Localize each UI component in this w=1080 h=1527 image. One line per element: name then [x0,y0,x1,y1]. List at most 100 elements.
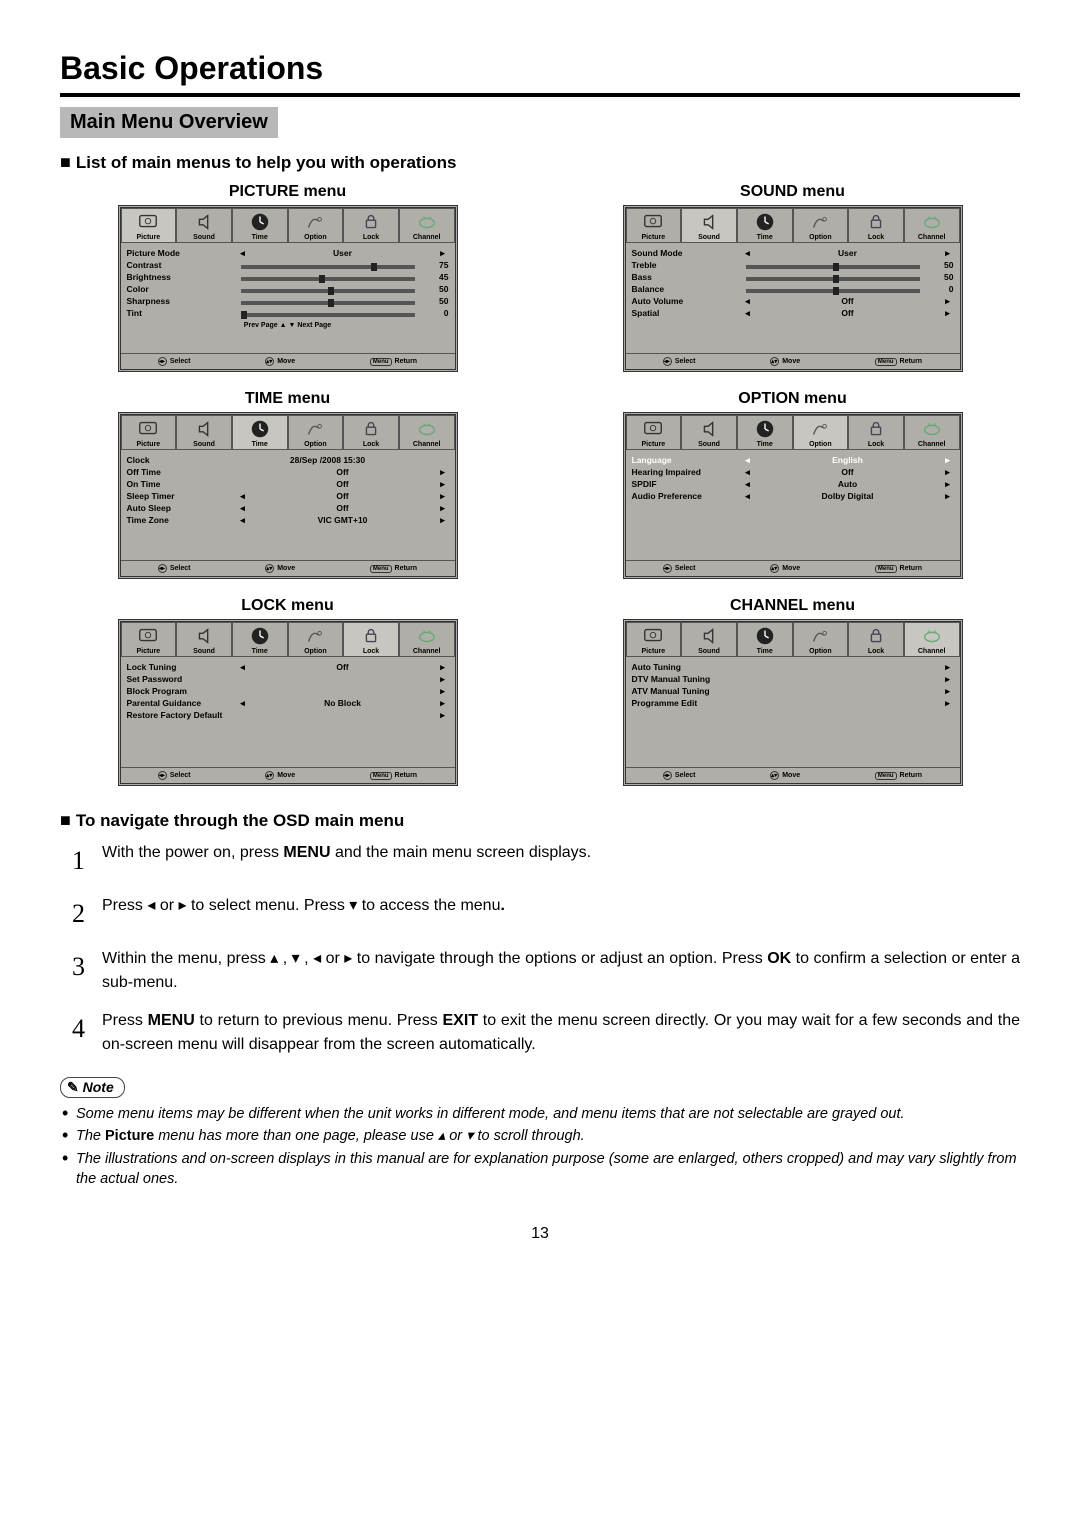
osd-tab-channel[interactable]: Channel [904,415,960,450]
osd-tab-picture[interactable]: Picture [626,208,682,243]
slider-track[interactable] [746,289,920,293]
arrow-right-icon[interactable]: ▸ [437,687,449,696]
arrow-right-icon[interactable]: ▸ [437,492,449,501]
arrow-left-icon[interactable]: ◂ [742,492,754,501]
osd-tab-lock[interactable]: Lock [343,622,399,657]
osd-tab-sound[interactable]: Sound [176,415,232,450]
osd-row[interactable]: Picture Mode ◂ User ▸ [127,247,449,259]
osd-tab-option[interactable]: Option [793,622,849,657]
osd-tab-option[interactable]: Option [288,208,344,243]
osd-row[interactable]: Programme Edit ▸ [632,697,954,709]
osd-row[interactable]: Set Password ▸ [127,673,449,685]
arrow-right-icon[interactable]: ▸ [437,663,449,672]
arrow-right-icon[interactable]: ▸ [942,297,954,306]
osd-tab-option[interactable]: Option [793,415,849,450]
arrow-left-icon[interactable]: ◂ [237,699,249,708]
arrow-right-icon[interactable]: ▸ [942,480,954,489]
arrow-right-icon[interactable]: ▸ [437,249,449,258]
osd-row[interactable]: Sound Mode ◂ User ▸ [632,247,954,259]
osd-row[interactable]: Block Program ▸ [127,685,449,697]
osd-tab-time[interactable]: Time [737,622,793,657]
osd-row[interactable]: Sleep Timer ◂ Off ▸ [127,490,449,502]
arrow-right-icon[interactable]: ▸ [437,699,449,708]
arrow-left-icon[interactable]: ◂ [237,504,249,513]
osd-row[interactable]: Hearing Impaired ◂ Off ▸ [632,466,954,478]
osd-row[interactable]: Lock Tuning ◂ Off ▸ [127,661,449,673]
arrow-left-icon[interactable]: ◂ [742,249,754,258]
osd-row[interactable]: Audio Preference ◂ Dolby Digital ▸ [632,490,954,502]
slider-track[interactable] [241,289,415,293]
arrow-left-icon[interactable]: ◂ [742,480,754,489]
osd-tab-picture[interactable]: Picture [121,622,177,657]
osd-tab-option[interactable]: Option [288,622,344,657]
osd-tab-channel[interactable]: Channel [399,208,455,243]
arrow-right-icon[interactable]: ▸ [942,309,954,318]
osd-tab-sound[interactable]: Sound [176,622,232,657]
slider-track[interactable] [746,265,920,269]
arrow-left-icon[interactable]: ◂ [237,663,249,672]
osd-tab-lock[interactable]: Lock [848,622,904,657]
arrow-right-icon[interactable]: ▸ [437,480,449,489]
osd-row[interactable]: ATV Manual Tuning ▸ [632,685,954,697]
arrow-right-icon[interactable]: ▸ [942,675,954,684]
arrow-left-icon[interactable]: ◂ [742,456,754,465]
arrow-right-icon[interactable]: ▸ [437,468,449,477]
osd-tab-channel[interactable]: Channel [399,622,455,657]
osd-tab-time[interactable]: Time [737,208,793,243]
osd-row[interactable]: DTV Manual Tuning ▸ [632,673,954,685]
osd-tab-sound[interactable]: Sound [681,208,737,243]
slider-track[interactable] [746,277,920,281]
arrow-left-icon[interactable]: ◂ [237,516,249,525]
arrow-right-icon[interactable]: ▸ [437,711,449,720]
arrow-left-icon[interactable]: ◂ [237,249,249,258]
arrow-right-icon[interactable]: ▸ [942,468,954,477]
arrow-left-icon[interactable]: ◂ [742,468,754,477]
arrow-right-icon[interactable]: ▸ [942,699,954,708]
osd-tab-lock[interactable]: Lock [848,415,904,450]
arrow-left-icon[interactable]: ◂ [742,297,754,306]
osd-row[interactable]: On Time Off ▸ [127,478,449,490]
arrow-right-icon[interactable]: ▸ [437,675,449,684]
arrow-right-icon[interactable]: ▸ [942,456,954,465]
osd-tab-channel[interactable]: Channel [904,622,960,657]
osd-tab-channel[interactable]: Channel [904,208,960,243]
osd-tab-option[interactable]: Option [288,415,344,450]
arrow-left-icon[interactable]: ◂ [742,309,754,318]
arrow-right-icon[interactable]: ▸ [437,504,449,513]
osd-tab-time[interactable]: Time [232,208,288,243]
osd-tab-time[interactable]: Time [232,622,288,657]
arrow-left-icon[interactable]: ◂ [237,492,249,501]
osd-row[interactable]: Restore Factory Default ▸ [127,709,449,721]
osd-tab-picture[interactable]: Picture [626,415,682,450]
osd-row[interactable]: Auto Tuning ▸ [632,661,954,673]
slider-track[interactable] [241,277,415,281]
osd-tab-sound[interactable]: Sound [681,415,737,450]
arrow-right-icon[interactable]: ▸ [942,663,954,672]
osd-tab-sound[interactable]: Sound [681,622,737,657]
osd-row[interactable]: Parental Guidance ◂ No Block ▸ [127,697,449,709]
osd-row[interactable]: Auto Sleep ◂ Off ▸ [127,502,449,514]
slider-track[interactable] [241,265,415,269]
osd-row[interactable]: SPDIF ◂ Auto ▸ [632,478,954,490]
slider-track[interactable] [241,301,415,305]
slider-track[interactable] [241,313,415,317]
osd-tab-time[interactable]: Time [232,415,288,450]
arrow-right-icon[interactable]: ▸ [942,687,954,696]
arrow-right-icon[interactable]: ▸ [437,516,449,525]
osd-row[interactable]: Spatial ◂ Off ▸ [632,307,954,319]
osd-tab-picture[interactable]: Picture [626,622,682,657]
arrow-right-icon[interactable]: ▸ [942,492,954,501]
arrow-right-icon[interactable]: ▸ [942,249,954,258]
osd-row[interactable]: Auto Volume ◂ Off ▸ [632,295,954,307]
osd-row[interactable]: Off Time Off ▸ [127,466,449,478]
osd-tab-lock[interactable]: Lock [343,208,399,243]
osd-row[interactable]: Time Zone ◂ VIC GMT+10 ▸ [127,514,449,526]
osd-tab-lock[interactable]: Lock [343,415,399,450]
osd-tab-sound[interactable]: Sound [176,208,232,243]
osd-tab-channel[interactable]: Channel [399,415,455,450]
osd-row[interactable]: Language ◂ English ▸ [632,454,954,466]
osd-tab-option[interactable]: Option [793,208,849,243]
osd-tab-picture[interactable]: Picture [121,208,177,243]
osd-tab-lock[interactable]: Lock [848,208,904,243]
osd-tab-picture[interactable]: Picture [121,415,177,450]
